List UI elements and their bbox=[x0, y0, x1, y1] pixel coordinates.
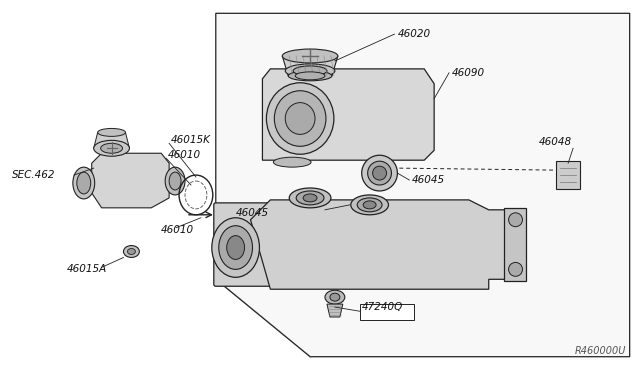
Ellipse shape bbox=[77, 172, 91, 194]
Polygon shape bbox=[93, 132, 129, 148]
Ellipse shape bbox=[169, 172, 181, 190]
Polygon shape bbox=[216, 13, 630, 357]
Ellipse shape bbox=[93, 140, 129, 156]
Text: 46010: 46010 bbox=[168, 150, 201, 160]
Ellipse shape bbox=[127, 248, 136, 254]
Ellipse shape bbox=[293, 66, 327, 76]
Ellipse shape bbox=[273, 157, 311, 167]
Text: 46015A: 46015A bbox=[67, 264, 107, 275]
FancyBboxPatch shape bbox=[360, 304, 414, 320]
Ellipse shape bbox=[285, 64, 335, 78]
Ellipse shape bbox=[282, 49, 338, 63]
Text: 46020: 46020 bbox=[397, 29, 431, 39]
Ellipse shape bbox=[303, 194, 317, 202]
Polygon shape bbox=[327, 304, 343, 317]
Ellipse shape bbox=[100, 143, 122, 153]
FancyBboxPatch shape bbox=[214, 203, 273, 286]
Ellipse shape bbox=[362, 155, 397, 191]
Text: 46048: 46048 bbox=[538, 137, 572, 147]
Text: 47240Q: 47240Q bbox=[362, 302, 403, 312]
Text: 46090: 46090 bbox=[452, 68, 485, 78]
Ellipse shape bbox=[219, 226, 253, 269]
Ellipse shape bbox=[124, 246, 140, 257]
Ellipse shape bbox=[212, 218, 259, 277]
Text: R460000U: R460000U bbox=[574, 346, 626, 356]
Text: 46045: 46045 bbox=[412, 175, 445, 185]
Ellipse shape bbox=[295, 72, 325, 80]
Polygon shape bbox=[216, 279, 310, 357]
Ellipse shape bbox=[165, 167, 185, 195]
Polygon shape bbox=[282, 56, 338, 76]
Ellipse shape bbox=[275, 91, 326, 146]
Ellipse shape bbox=[367, 161, 392, 185]
Text: 46045: 46045 bbox=[236, 208, 269, 218]
Ellipse shape bbox=[363, 201, 376, 209]
Ellipse shape bbox=[73, 167, 95, 199]
Ellipse shape bbox=[285, 103, 315, 134]
Polygon shape bbox=[262, 69, 434, 160]
Ellipse shape bbox=[357, 198, 382, 212]
Ellipse shape bbox=[351, 195, 388, 215]
Ellipse shape bbox=[288, 71, 332, 81]
Circle shape bbox=[509, 262, 522, 276]
Ellipse shape bbox=[296, 191, 324, 205]
Polygon shape bbox=[92, 153, 169, 208]
Ellipse shape bbox=[330, 293, 340, 301]
Ellipse shape bbox=[266, 83, 334, 154]
Ellipse shape bbox=[227, 235, 244, 259]
Text: 46015K: 46015K bbox=[171, 135, 211, 145]
Text: SEC.462: SEC.462 bbox=[12, 170, 56, 180]
Text: 46010: 46010 bbox=[161, 225, 195, 235]
Polygon shape bbox=[504, 208, 527, 281]
Ellipse shape bbox=[372, 166, 387, 180]
Ellipse shape bbox=[289, 188, 331, 208]
Ellipse shape bbox=[325, 290, 345, 304]
Polygon shape bbox=[250, 200, 518, 289]
Circle shape bbox=[509, 213, 522, 227]
Polygon shape bbox=[556, 161, 580, 189]
Ellipse shape bbox=[98, 128, 125, 137]
